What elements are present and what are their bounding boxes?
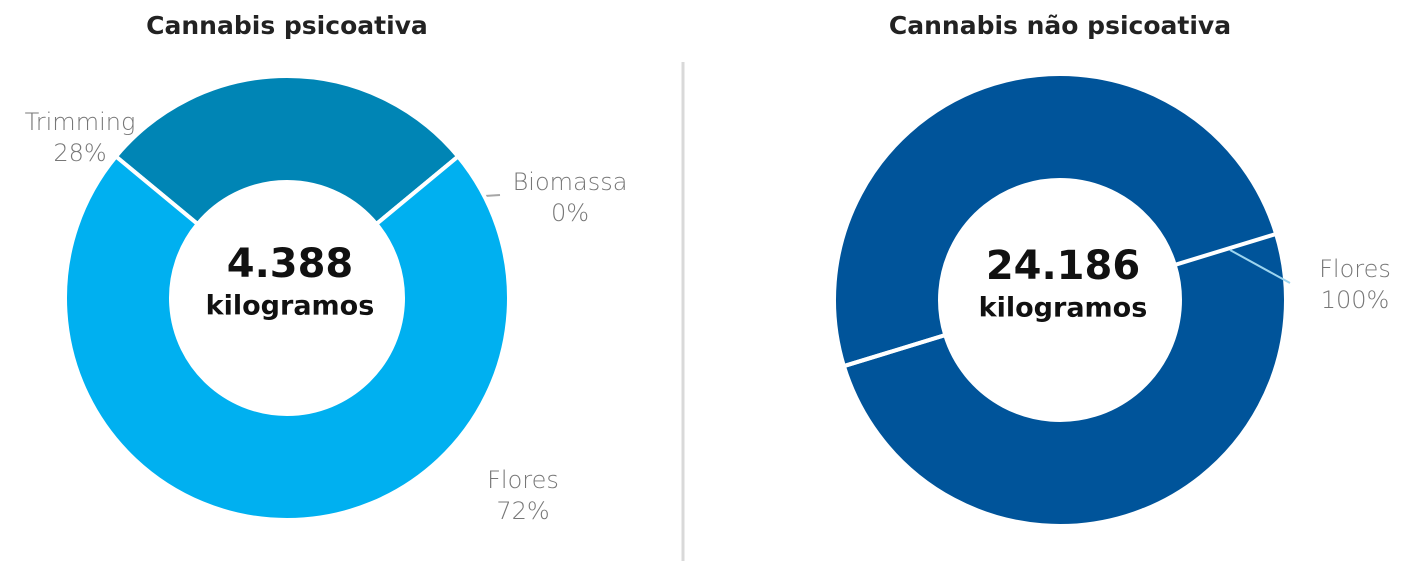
slice-separator bbox=[841, 332, 948, 369]
slice-label: Trimming bbox=[25, 108, 136, 136]
slice-value-label: 0% bbox=[551, 199, 589, 227]
chart-title: Cannabis não psicoativa bbox=[889, 11, 1231, 40]
donut-slice bbox=[113, 74, 461, 227]
slice-value-label: 100% bbox=[1321, 286, 1390, 314]
slice-value-label: 72% bbox=[496, 497, 549, 525]
slice-label: Flores bbox=[1319, 255, 1391, 283]
chart-title: Cannabis psicoativa bbox=[146, 11, 428, 40]
donut-slice bbox=[832, 72, 1288, 528]
slice-label: Biomassa bbox=[513, 168, 628, 196]
center-label: kilogramos bbox=[979, 293, 1148, 324]
slice-label: Flores bbox=[487, 466, 559, 494]
center-label: kilogramos bbox=[206, 291, 375, 322]
slice-value-label: 28% bbox=[53, 139, 106, 167]
center-value: 24.186 bbox=[986, 243, 1140, 289]
donut-slice bbox=[63, 153, 511, 522]
leader-line bbox=[1229, 249, 1291, 284]
center-value: 4.388 bbox=[227, 241, 354, 287]
